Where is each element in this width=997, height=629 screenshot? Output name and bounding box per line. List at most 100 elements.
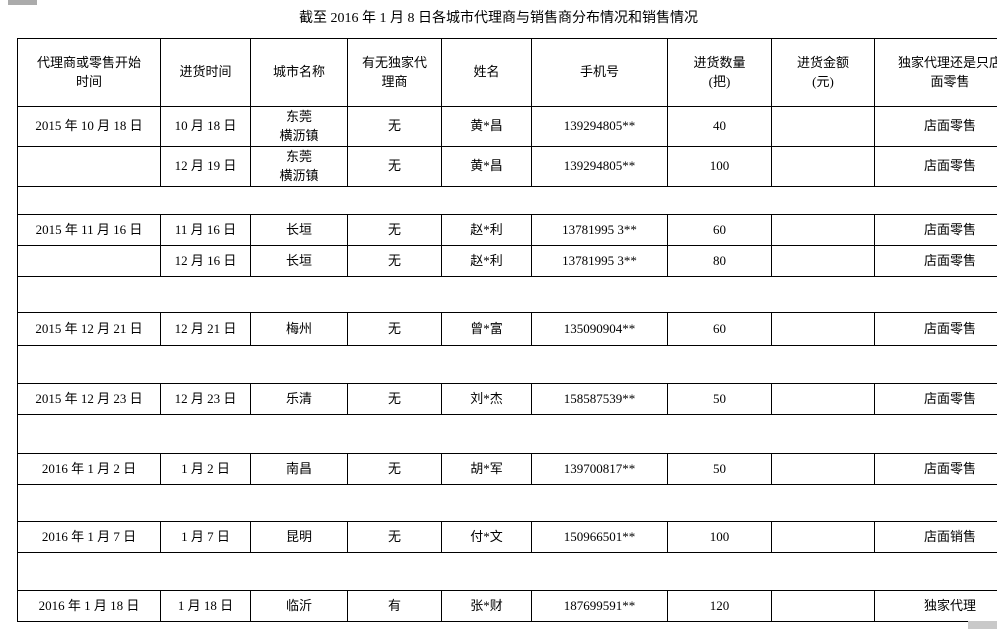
table-cell: 店面零售: [874, 312, 997, 346]
table-cell: 长垣: [250, 245, 348, 277]
column-header: 姓名: [441, 38, 532, 107]
table-cell: 曾*富: [441, 312, 532, 346]
table-cell: 临沂: [250, 590, 348, 622]
table-cell: 有: [347, 590, 442, 622]
spacer-row: [17, 276, 997, 313]
column-header: 手机号: [531, 38, 668, 107]
table-cell: 店面零售: [874, 245, 997, 277]
table-cell: [771, 521, 875, 553]
table-cell: 2015 年 10 月 18 日: [17, 106, 161, 147]
table-cell: [771, 106, 875, 147]
table-cell: 刘*杰: [441, 383, 532, 415]
column-header: 有无独家代 理商: [347, 38, 442, 107]
table-cell: [771, 312, 875, 346]
table-cell: 梅州: [250, 312, 348, 346]
table-cell: 东莞 横沥镇: [250, 146, 348, 187]
spacer-row: [17, 484, 997, 522]
table-cell: 无: [347, 245, 442, 277]
table-cell: 南昌: [250, 453, 348, 485]
table-cell: 13781995 3**: [531, 245, 668, 277]
table-cell: 黄*昌: [441, 146, 532, 187]
table-cell: 店面销售: [874, 521, 997, 553]
table-cell: 店面零售: [874, 146, 997, 187]
column-header: 进货时间: [160, 38, 251, 107]
spacer-cell: [17, 414, 997, 454]
table-cell: [771, 245, 875, 277]
page-title: 截至 2016 年 1 月 8 日各城市代理商与销售商分布情况和销售情况: [299, 11, 698, 26]
table-cell: 50: [667, 453, 772, 485]
table-cell: 2015 年 11 月 16 日: [17, 214, 161, 246]
spacer-cell: [17, 186, 997, 215]
table-cell: 无: [347, 521, 442, 553]
table-cell: 12 月 21 日: [160, 312, 251, 346]
spacer-row: [17, 186, 997, 215]
table-cell: 店面零售: [874, 214, 997, 246]
table-cell: 1 月 2 日: [160, 453, 251, 485]
table-cell: 158587539**: [531, 383, 668, 415]
table-cell: 赵*利: [441, 214, 532, 246]
table-cell: [771, 214, 875, 246]
distribution-table: 代理商或零售开始 时间 进货时间 城市名称 有无独家代 理商 姓名 手机号 进货数量 (把)…: [17, 38, 997, 622]
table-cell: 无: [347, 146, 442, 187]
table-cell: 100: [667, 521, 772, 553]
scrollbar-artifact-top: [8, 0, 37, 5]
table-cell: 无: [347, 453, 442, 485]
table-cell: 2016 年 1 月 18 日: [17, 590, 161, 622]
table-row: 2015 年 12 月 23 日 12 月 23 日乐清无刘*杰 158587539…: [17, 383, 997, 415]
spacer-cell: [17, 276, 997, 313]
spacer-row: [17, 414, 997, 454]
table-cell: 付*文: [441, 521, 532, 553]
spacer-cell: [17, 345, 997, 384]
spacer-row: [17, 552, 997, 591]
table-cell: 50: [667, 383, 772, 415]
header-row: 代理商或零售开始 时间 进货时间 城市名称 有无独家代 理商 姓名 手机号 进货数量 (把)…: [17, 38, 997, 107]
table-cell: 150966501**: [531, 521, 668, 553]
table-row: 2015 年 10 月 18 日 10 月 18 日东莞 横沥镇无黄*昌 13929…: [17, 106, 997, 147]
table-cell: 2016 年 1 月 7 日: [17, 521, 161, 553]
table-cell: 胡*军: [441, 453, 532, 485]
column-header: 城市名称: [250, 38, 348, 107]
table-row: 2015 年 12 月 21 日 12 月 21 日梅州无曾*富 135090904…: [17, 312, 997, 346]
table-cell: 无: [347, 214, 442, 246]
scrollbar-artifact-bottom: [968, 621, 997, 629]
table-cell: 无: [347, 383, 442, 415]
table-cell: 昆明: [250, 521, 348, 553]
table-cell: [17, 146, 161, 187]
column-header: 进货数量 (把): [667, 38, 772, 107]
spacer-cell: [17, 552, 997, 591]
table-cell: 139294805**: [531, 106, 668, 147]
table-cell: 黄*昌: [441, 106, 532, 147]
table-row: 12 月 16 日长垣无赵*利 13781995 3** 80 店面零售: [17, 245, 997, 277]
table-cell: 11 月 16 日: [160, 214, 251, 246]
table-cell: 40: [667, 106, 772, 147]
table-cell: [771, 383, 875, 415]
table-cell: 2016 年 1 月 2 日: [17, 453, 161, 485]
table-cell: 13781995 3**: [531, 214, 668, 246]
table-cell: 10 月 18 日: [160, 106, 251, 147]
table-cell: 1 月 7 日: [160, 521, 251, 553]
table-cell: [17, 245, 161, 277]
table-row: 12 月 19 日东莞 横沥镇无黄*昌 139294805** 100 店面零售: [17, 146, 997, 187]
table-cell: 139294805**: [531, 146, 668, 187]
table-cell: 1 月 18 日: [160, 590, 251, 622]
spacer-row: [17, 345, 997, 384]
table-cell: 139700817**: [531, 453, 668, 485]
table-body: 2015 年 10 月 18 日 10 月 18 日东莞 横沥镇无黄*昌 13929…: [17, 106, 997, 622]
column-header: 进货金额 (元): [771, 38, 875, 107]
table-cell: 12 月 23 日: [160, 383, 251, 415]
table-cell: 2015 年 12 月 23 日: [17, 383, 161, 415]
table-cell: 187699591**: [531, 590, 668, 622]
table-cell: 135090904**: [531, 312, 668, 346]
table-cell: 独家代理: [874, 590, 997, 622]
table-cell: 80: [667, 245, 772, 277]
table-cell: 长垣: [250, 214, 348, 246]
table-cell: 东莞 横沥镇: [250, 106, 348, 147]
table-cell: 赵*利: [441, 245, 532, 277]
table-cell: 店面零售: [874, 453, 997, 485]
table-cell: [771, 453, 875, 485]
table-cell: 张*财: [441, 590, 532, 622]
table-cell: 2015 年 12 月 21 日: [17, 312, 161, 346]
